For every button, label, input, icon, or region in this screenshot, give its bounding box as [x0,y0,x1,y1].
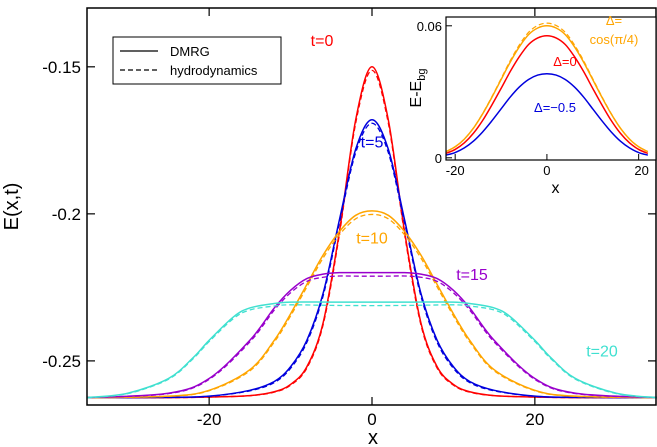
main-ticks: -20 0 20 -0.15 -0.2 -0.25 [42,8,656,429]
series-line-hydro-t-15 [86,275,657,399]
inset-series-label-3: Δ=−0.5 [534,100,576,115]
x-tick-label: 20 [525,410,544,429]
series-label-t-20: t=20 [586,343,618,360]
inset-y-axis-label-subscript: bg [416,69,428,81]
inset-series-line-0 [445,34,649,155]
inset-background [446,17,656,160]
inset-series-line-0-5 [445,73,649,156]
inset-plot-frame [445,16,657,161]
series-line-hydro-t-5 [86,122,657,399]
inset-plot: -20 0 20 0 0.06 x E-Ebg Δ= cos(π/4) Δ=0 Δ=−0.5 [408,13,657,197]
inset-curves [445,22,649,156]
main-y-axis-label: E(x,t) [1,183,23,231]
legend-entry-dmrg: DMRG [170,44,210,59]
inset-y-tick-label: 0.06 [417,19,442,34]
inset-series-line-hydro [445,22,649,153]
inset-x-tick-label: -20 [446,163,465,178]
inset-series-label-2: Δ=0 [553,54,577,69]
y-tick-label: -0.25 [42,352,81,371]
series-line-hydro-t-20 [86,304,657,399]
series-line-t-10 [86,210,657,399]
legend-box [112,36,282,85]
main-curves [86,66,657,399]
main-plot-frame [86,7,657,406]
legend-entry-hydrodynamics: hydrodynamics [170,63,258,78]
series-label-t-10: t=10 [356,230,388,247]
series-label-t-0: t=0 [311,33,334,50]
inset-series-label-1-line2: cos(π/4) [590,32,639,47]
main-x-axis-label: x [368,427,378,447]
main-series-labels: t=0 t=5 t=10 t=15 t=20 [311,33,618,360]
main-plot: -20 0 20 -0.15 -0.2 -0.25 x E(x,t) t=0 t=5 t=10… [1,7,657,447]
inset-x-axis-label: x [552,180,560,197]
series-label-t-5: t=5 [361,135,384,152]
x-tick-label: -20 [197,410,222,429]
series-label-t-15: t=15 [456,267,488,284]
inset-x-tick-label: 20 [634,163,648,178]
y-tick-label: -0.2 [52,205,81,224]
y-tick-label: -0.15 [42,58,81,77]
inset-ticks: -20 0 20 0 0.06 [417,19,649,178]
series-line-t-15 [86,271,657,399]
series-line-t-20 [86,301,657,399]
series-line-hydro-t-10 [86,213,657,399]
series-line-hydro-t-0 [86,69,657,399]
inset-series-labels: Δ= cos(π/4) Δ=0 Δ=−0.5 [534,13,638,115]
inset-y-tick-label: 0 [435,151,442,166]
x-tick-label: 0 [367,410,376,429]
inset-x-tick-label: 0 [543,163,550,178]
inset-y-axis-label: E-Ebg [408,69,428,108]
legend: DMRG hydrodynamics [112,36,282,85]
inset-series-label-1: Δ= [606,13,622,28]
inset-y-axis-label-main: E-E [408,81,425,108]
